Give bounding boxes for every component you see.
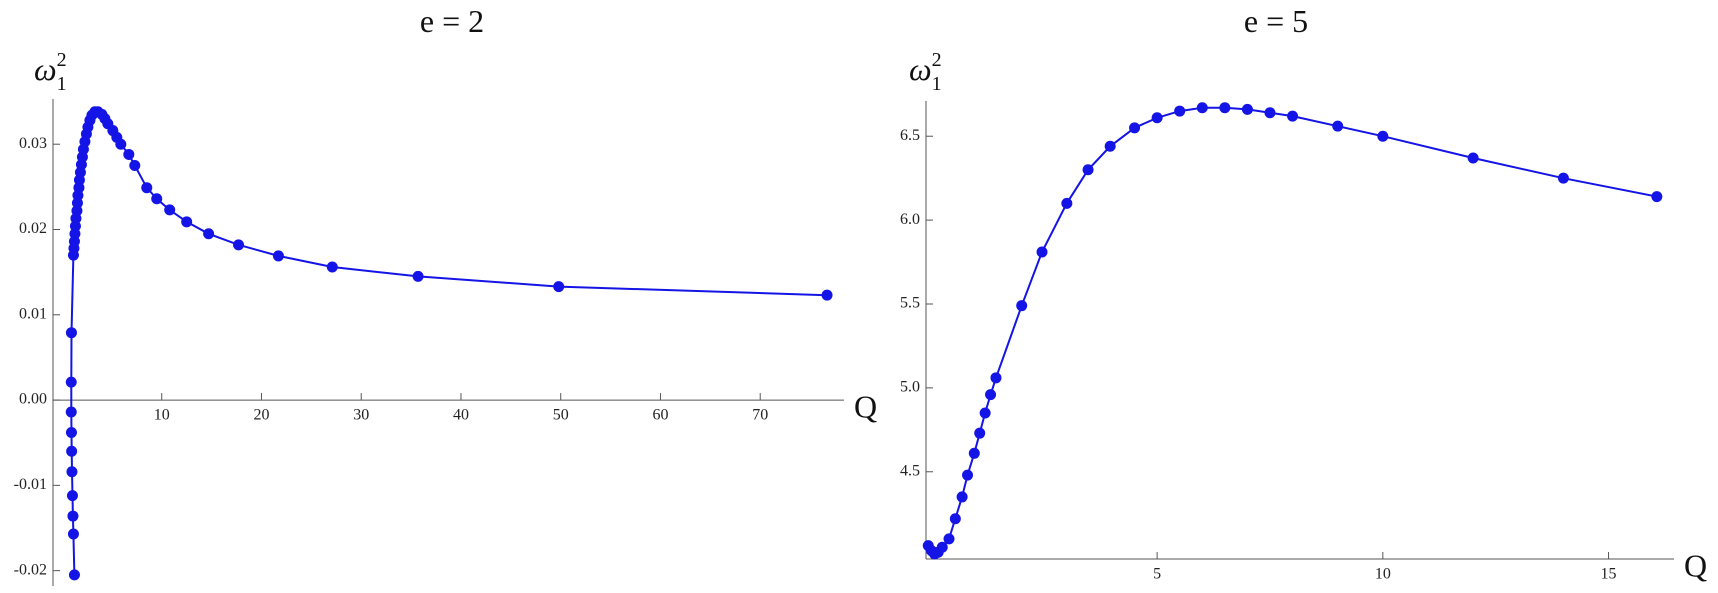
data-point bbox=[1061, 197, 1073, 209]
data-point bbox=[141, 182, 153, 194]
data-point bbox=[1104, 140, 1116, 152]
x-axis-label: Q bbox=[1684, 547, 1707, 583]
data-point bbox=[412, 270, 424, 282]
data-point bbox=[1287, 110, 1299, 122]
data-line bbox=[70, 110, 828, 575]
data-point bbox=[968, 447, 980, 459]
y-tick-label: 5.5 bbox=[900, 295, 920, 312]
data-point bbox=[936, 541, 948, 553]
data-point bbox=[181, 216, 193, 228]
data-point bbox=[979, 407, 991, 419]
data-point bbox=[1174, 105, 1186, 117]
x-tick-label: 10 bbox=[154, 407, 170, 424]
x-tick-label: 60 bbox=[652, 407, 668, 424]
data-point bbox=[65, 406, 77, 418]
chart-title: e = 2 bbox=[420, 3, 484, 39]
data-point bbox=[67, 510, 79, 522]
chart: e = 5 ω12 Q 5 10 15 4.5 5.0 5.5 6.0 6.5 bbox=[900, 3, 1707, 583]
y-label-sub: 1 bbox=[57, 73, 67, 95]
y-tick-label: 5.0 bbox=[900, 379, 920, 396]
data-point bbox=[66, 490, 78, 502]
y-tick-label: -0.01 bbox=[14, 476, 47, 493]
data-point bbox=[123, 148, 135, 160]
data-point bbox=[985, 389, 997, 401]
data-point bbox=[962, 469, 974, 481]
data-point bbox=[949, 513, 961, 525]
y-axis-label: ω12 bbox=[34, 49, 67, 95]
chart-title: e = 5 bbox=[1244, 3, 1308, 39]
data-point bbox=[66, 445, 78, 457]
data-point bbox=[1219, 102, 1231, 114]
data-point bbox=[65, 426, 77, 438]
x-tick-label: 15 bbox=[1601, 566, 1617, 583]
data-point bbox=[1377, 130, 1389, 142]
data-point bbox=[990, 372, 1002, 384]
data-point bbox=[65, 376, 77, 388]
data-point bbox=[956, 491, 968, 503]
x-tick-label: 30 bbox=[353, 407, 369, 424]
x-tick-label: 50 bbox=[553, 407, 569, 424]
y-tick-label: 4.5 bbox=[900, 462, 920, 479]
data-point bbox=[1196, 102, 1208, 114]
data-point bbox=[115, 138, 127, 150]
y-tick-label: -0.02 bbox=[14, 561, 47, 578]
data-point bbox=[151, 193, 163, 205]
x-tick-label: 70 bbox=[752, 407, 768, 424]
y-label-base: ω bbox=[909, 51, 932, 87]
data-point bbox=[272, 250, 284, 262]
data-point bbox=[974, 427, 986, 439]
data-point bbox=[1151, 112, 1163, 124]
y-label-sub: 1 bbox=[932, 73, 942, 95]
data-point bbox=[67, 528, 79, 540]
y-axis-label: ω12 bbox=[909, 49, 942, 95]
data-point bbox=[164, 204, 176, 216]
data-point bbox=[65, 327, 77, 339]
data-point bbox=[1129, 122, 1141, 134]
y-tick-label: 0.00 bbox=[19, 391, 47, 408]
y-label-sup: 2 bbox=[932, 49, 942, 71]
data-point bbox=[1332, 120, 1344, 132]
data-point bbox=[1264, 107, 1276, 119]
data-point bbox=[1016, 300, 1028, 312]
data-point bbox=[1082, 164, 1094, 176]
data-point bbox=[1036, 246, 1048, 258]
data-point bbox=[553, 281, 565, 293]
x-tick-label: 40 bbox=[453, 407, 469, 424]
x-tick-label: 5 bbox=[1153, 566, 1161, 583]
data-point bbox=[1557, 172, 1569, 184]
y-label-base: ω bbox=[34, 51, 57, 87]
y-tick-label: 0.03 bbox=[19, 135, 47, 152]
data-point bbox=[943, 533, 955, 545]
x-tick-label: 10 bbox=[1375, 566, 1391, 583]
y-tick-label: 6.5 bbox=[900, 127, 920, 144]
data-point bbox=[129, 160, 141, 172]
data-point bbox=[68, 569, 80, 581]
data-point bbox=[233, 239, 245, 251]
data-point bbox=[203, 228, 215, 240]
data-line bbox=[927, 106, 1657, 556]
data-point bbox=[1241, 103, 1253, 115]
x-tick-label: 20 bbox=[253, 407, 269, 424]
data-point bbox=[1651, 191, 1663, 203]
data-point bbox=[326, 261, 338, 273]
data-point bbox=[1467, 152, 1479, 164]
y-tick-label: 0.02 bbox=[19, 220, 47, 237]
data-point bbox=[821, 289, 833, 301]
data-point bbox=[66, 466, 78, 478]
y-tick-label: 0.01 bbox=[19, 305, 47, 322]
y-tick-label: 6.0 bbox=[900, 211, 920, 228]
y-label-sup: 2 bbox=[57, 49, 67, 71]
chart: e = 2 ω12 Q 10 20 30 40 50 60 70 -0.02 -0.01 0.00 0.0… bbox=[14, 3, 877, 586]
x-axis-label: Q bbox=[854, 388, 877, 424]
